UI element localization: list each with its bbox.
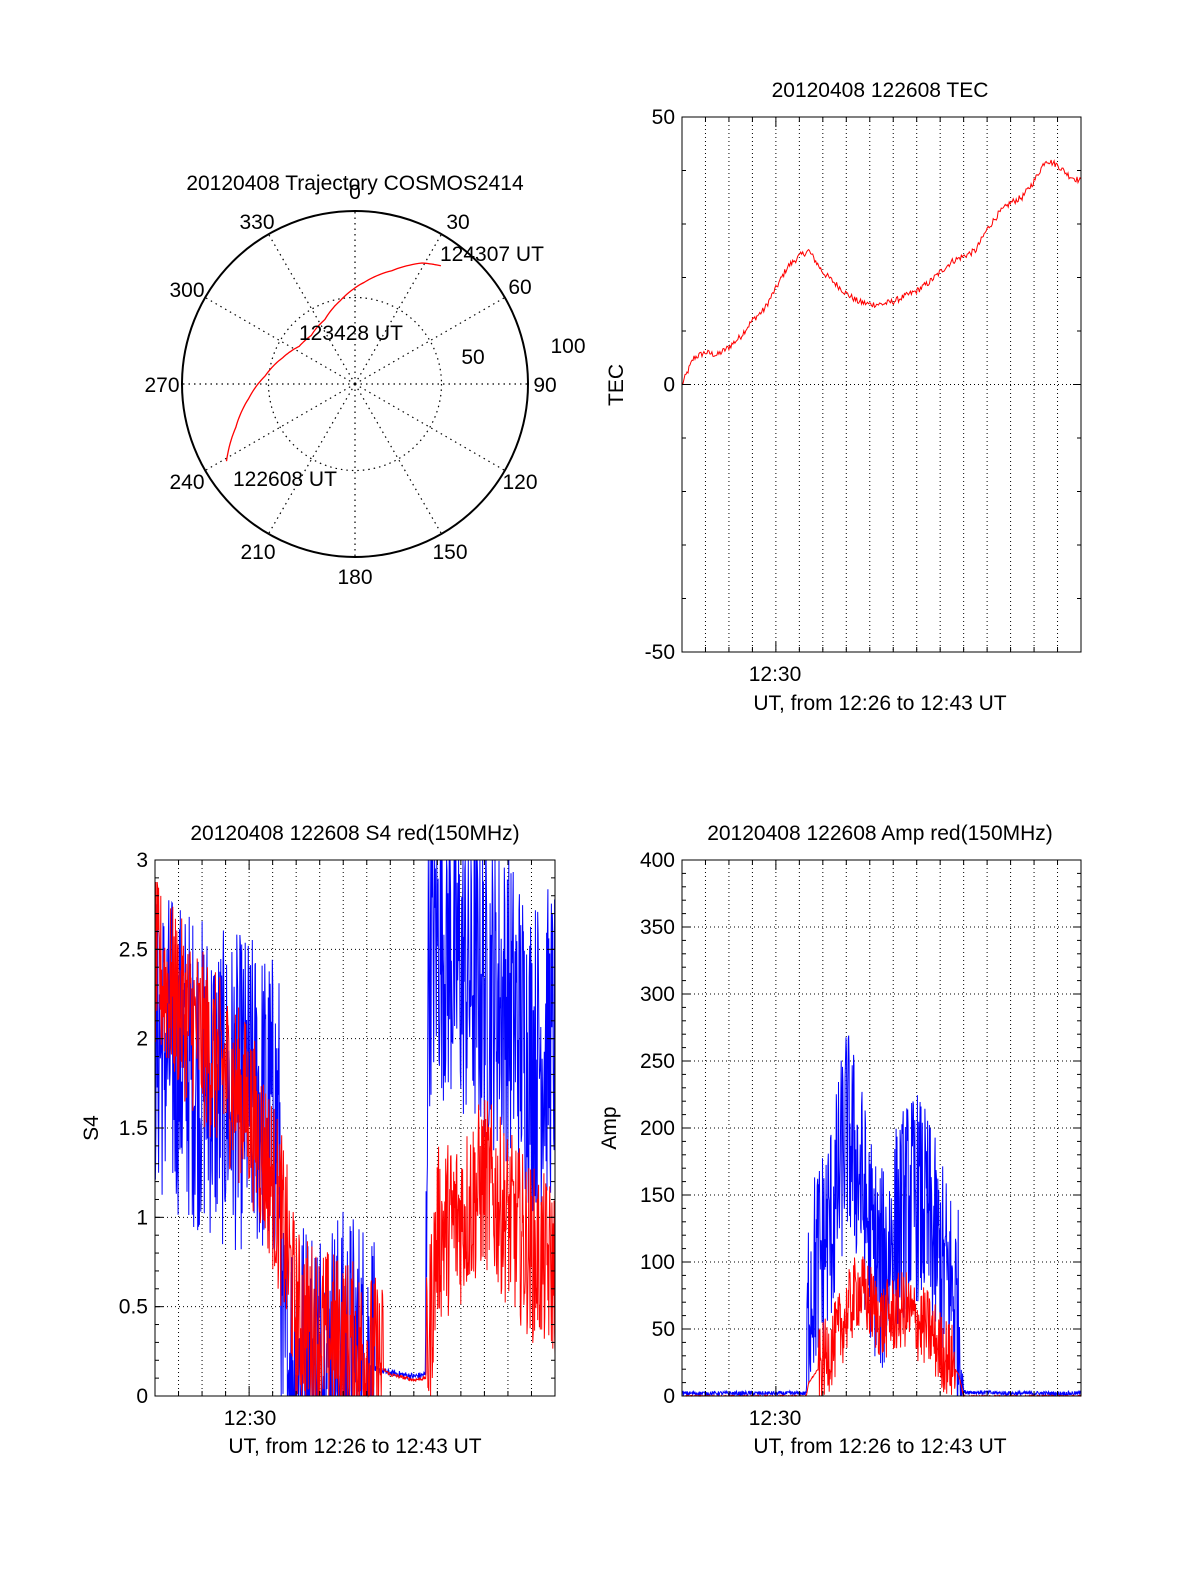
amp-ticks bbox=[682, 859, 1081, 1397]
polar-angle-label: 240 bbox=[169, 471, 204, 494]
polar-angle-label: 0 bbox=[349, 181, 361, 204]
s4-series bbox=[154, 859, 556, 1398]
polar-angle-label: 300 bbox=[169, 279, 204, 302]
y-tick-label: 0 bbox=[136, 1385, 148, 1408]
y-tick-label: 50 bbox=[652, 1318, 675, 1341]
y-tick-label: 0 bbox=[663, 374, 675, 397]
polar-radius-label-50: 50 bbox=[461, 346, 484, 369]
trajectory-title: 20120408 Trajectory COSMOS2414 bbox=[186, 172, 524, 195]
y-tick-label: 200 bbox=[640, 1117, 675, 1140]
y-tick-label: 2 bbox=[136, 1028, 148, 1051]
tec-plot-frame bbox=[681, 116, 1082, 653]
tec-grid bbox=[682, 117, 1081, 652]
tec-series bbox=[682, 159, 1082, 384]
polar-angle-label: 330 bbox=[239, 211, 274, 234]
polar-spoke bbox=[204, 383, 356, 472]
s4-x-tick-label: 12:30 bbox=[224, 1407, 277, 1430]
polar-ring bbox=[267, 296, 443, 472]
y-tick-label: 50 bbox=[652, 106, 675, 129]
polar-angle-label: 60 bbox=[508, 276, 531, 299]
y-tick-label: -50 bbox=[645, 641, 675, 664]
polar-spoke bbox=[354, 233, 443, 385]
s4-title: 20120408 122608 S4 red(150MHz) bbox=[190, 822, 519, 845]
y-tick-label: 1 bbox=[136, 1206, 148, 1229]
tec-y-tick-labels: 50 0 -50 bbox=[645, 106, 675, 664]
polar-angle-label: 120 bbox=[502, 471, 537, 494]
polar-radius-label-100: 100 bbox=[550, 335, 585, 358]
y-tick-label: 250 bbox=[640, 1050, 675, 1073]
polar-spoke bbox=[354, 296, 506, 385]
trajectory-track bbox=[225, 262, 442, 462]
polar-spoke bbox=[267, 383, 356, 535]
amp-y-tick-labels: 400 350 300 250 200 150 100 50 0 bbox=[640, 849, 675, 1408]
amp-series bbox=[681, 1035, 1082, 1398]
polar-spoke bbox=[204, 296, 356, 385]
s4-x-axis-label: UT, from 12:26 to 12:43 UT bbox=[228, 1435, 481, 1458]
trajectory-panel: 20120408 Trajectory COSMOS2414 0 30 60 90 12… bbox=[144, 172, 585, 589]
annotation-end-time: 124307 UT bbox=[440, 243, 544, 266]
annotation-start-time: 122608 UT bbox=[233, 468, 337, 491]
tec-ticks bbox=[682, 116, 1081, 653]
y-tick-label: 2.5 bbox=[119, 938, 148, 961]
amp-grid bbox=[682, 860, 1081, 1396]
polar-spoke bbox=[267, 233, 356, 385]
s4-y-axis-label: S4 bbox=[80, 1115, 103, 1141]
amp-y-axis-label: Amp bbox=[598, 1106, 621, 1149]
tec-title: 20120408 122608 TEC bbox=[772, 79, 989, 102]
polar-angle-label: 180 bbox=[337, 566, 372, 589]
polar-angle-label: 150 bbox=[432, 541, 467, 564]
y-tick-label: 150 bbox=[640, 1184, 675, 1207]
polar-angle-labels: 0 30 60 90 120 150 180 210 240 270 300 330 bbox=[144, 181, 556, 589]
series-line bbox=[682, 1256, 1082, 1398]
series-line bbox=[681, 1035, 1082, 1398]
y-tick-label: 400 bbox=[640, 849, 675, 872]
series-line bbox=[154, 881, 556, 1398]
y-tick-label: 0.5 bbox=[119, 1296, 148, 1319]
polar-grid bbox=[182, 211, 528, 557]
tec-x-tick-label: 12:30 bbox=[749, 663, 802, 686]
polar-angle-label: 270 bbox=[144, 374, 179, 397]
tec-x-axis-label: UT, from 12:26 to 12:43 UT bbox=[753, 692, 1006, 715]
y-tick-label: 1.5 bbox=[119, 1117, 148, 1140]
amp-x-tick-label: 12:30 bbox=[749, 1407, 802, 1430]
polar-angle-label: 30 bbox=[446, 211, 469, 234]
s4-panel: 20120408 122608 S4 red(150MHz) 3 2.5 2 1.5 1… bbox=[80, 822, 556, 1458]
tec-panel: 20120408 122608 TEC 50 0 -50 12:30 UT, fro… bbox=[605, 79, 1082, 715]
y-tick-label: 300 bbox=[640, 983, 675, 1006]
tec-y-axis-label: TEC bbox=[605, 364, 628, 406]
s4-ticks bbox=[155, 859, 555, 1397]
y-tick-label: 100 bbox=[640, 1251, 675, 1274]
y-tick-label: 0 bbox=[663, 1385, 675, 1408]
s4-y-tick-labels: 3 2.5 2 1.5 1 0.5 0 bbox=[119, 849, 148, 1408]
amp-title: 20120408 122608 Amp red(150MHz) bbox=[707, 822, 1053, 845]
y-tick-label: 350 bbox=[640, 916, 675, 939]
polar-angle-label: 90 bbox=[533, 374, 556, 397]
polar-spoke bbox=[354, 383, 443, 535]
polar-angle-label: 210 bbox=[240, 541, 275, 564]
polar-spoke bbox=[354, 383, 506, 472]
amp-panel: 20120408 122608 Amp red(150MHz) 400 350 30… bbox=[598, 822, 1082, 1458]
polar-outer-circle bbox=[181, 210, 529, 558]
amp-x-axis-label: UT, from 12:26 to 12:43 UT bbox=[753, 1435, 1006, 1458]
series-line bbox=[682, 159, 1082, 384]
y-tick-label: 3 bbox=[136, 849, 148, 872]
annotation-mid-time: 123428 UT bbox=[299, 322, 403, 345]
